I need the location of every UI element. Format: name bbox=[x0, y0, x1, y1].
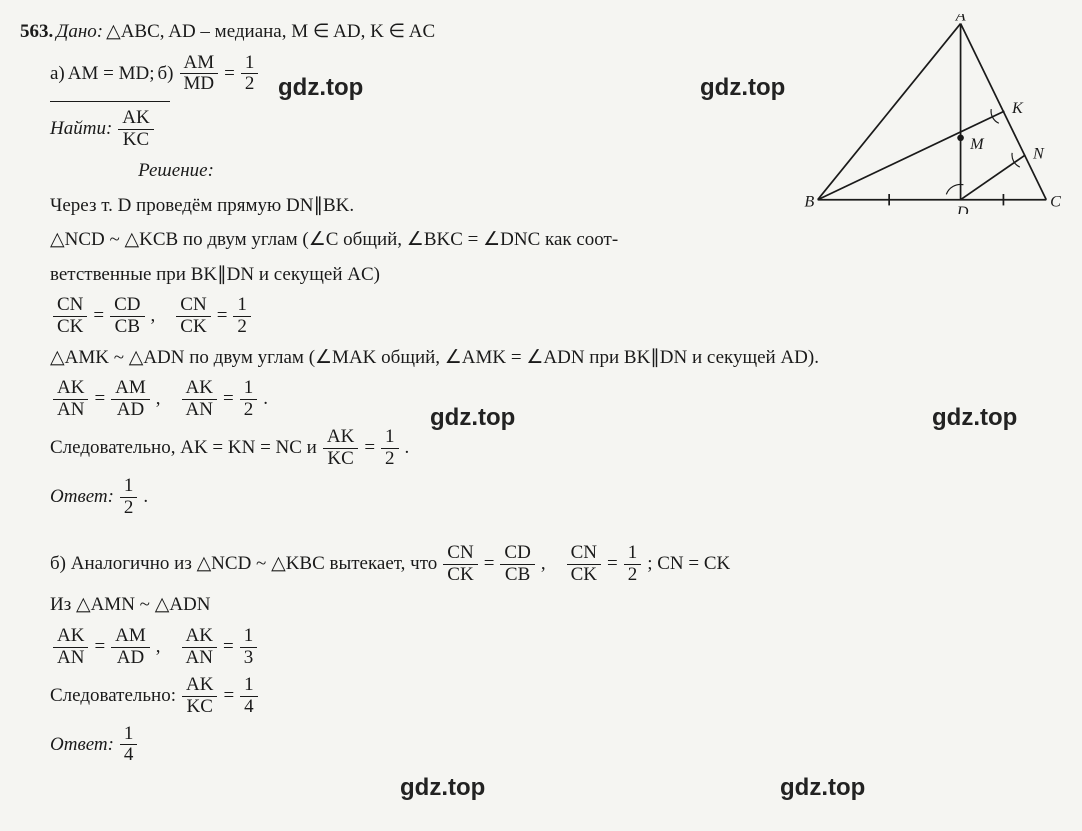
solution-line-2: △NCD ~ △KCB по двум углам (∠C общий, ∠BK… bbox=[50, 226, 800, 255]
answer-label-b: Ответ: bbox=[50, 731, 114, 760]
solution-line-5a: Следовательно, AK = KN = NC и bbox=[50, 434, 317, 463]
given-text: △ABC, AD – медиана, M ∈ AD, K ∈ AC bbox=[106, 18, 435, 47]
solution-label: Решение: bbox=[20, 157, 332, 186]
svg-text:K: K bbox=[1011, 99, 1024, 117]
frac-ak-an-b: AK AN bbox=[53, 626, 88, 669]
comma: , bbox=[541, 550, 546, 579]
svg-text:M: M bbox=[969, 135, 985, 153]
watermark: gdz.top bbox=[278, 70, 363, 106]
watermark: gdz.top bbox=[780, 770, 865, 806]
equals: = bbox=[94, 385, 105, 414]
watermark: gdz.top bbox=[700, 70, 785, 106]
frac-1-3: 1 3 bbox=[240, 626, 258, 669]
watermark: gdz.top bbox=[400, 770, 485, 806]
frac-am-ad: AM AD bbox=[111, 378, 150, 421]
solution-line-3: ветственные при BK∥DN и секущей AC) bbox=[50, 261, 800, 290]
frac-1-2-b: 1 2 bbox=[233, 295, 251, 338]
comma: , bbox=[156, 633, 161, 662]
problem-number: 563. bbox=[20, 18, 53, 47]
equals: = bbox=[224, 60, 235, 89]
frac-cn-ck-b: CN CK bbox=[443, 543, 477, 586]
comma: , bbox=[156, 385, 161, 414]
find-label: Найти: bbox=[50, 115, 112, 144]
part-b-line-1b: ; CN = CK bbox=[647, 550, 730, 579]
answer-label-a: Ответ: bbox=[50, 483, 114, 512]
frac-am-md: AM MD bbox=[180, 53, 219, 96]
frac-ak-kc: AK KC bbox=[118, 108, 153, 151]
part-b-line-1a: б) Аналогично из △NCD ~ △KBC вытекает, ч… bbox=[50, 550, 437, 579]
equals: = bbox=[94, 633, 105, 662]
answer-a-frac: 1 2 bbox=[120, 476, 138, 519]
frac-ak-kc-b: AK KC bbox=[182, 675, 217, 718]
period: . bbox=[263, 385, 268, 414]
given-label: Дано: bbox=[56, 18, 103, 47]
divider bbox=[50, 101, 170, 102]
part-b-line-3: Следовательно: bbox=[50, 682, 176, 711]
svg-text:B: B bbox=[804, 192, 814, 210]
svg-text:N: N bbox=[1032, 145, 1045, 163]
equals: = bbox=[93, 302, 104, 331]
part-a-text: AM = MD; bbox=[68, 60, 155, 89]
solution-line-1: Через т. D проведём прямую DN∥BK. bbox=[50, 192, 800, 221]
svg-text:C: C bbox=[1050, 192, 1061, 210]
svg-text:D: D bbox=[956, 203, 969, 214]
part-a-prefix: а) bbox=[50, 60, 65, 89]
watermark: gdz.top bbox=[932, 400, 1017, 436]
equals: = bbox=[223, 682, 234, 711]
frac-1-2-d: 1 2 bbox=[381, 427, 399, 470]
frac-1-2: 1 2 bbox=[241, 53, 259, 96]
frac-cn-ck: CN CK bbox=[53, 295, 87, 338]
answer-b-frac: 1 4 bbox=[120, 724, 138, 767]
triangle-diagram: A B C D K N M bbox=[802, 14, 1062, 214]
equals: = bbox=[217, 302, 228, 331]
watermark: gdz.top bbox=[430, 400, 515, 436]
period: . bbox=[405, 434, 410, 463]
frac-1-2-c: 1 2 bbox=[240, 378, 258, 421]
comma: , bbox=[151, 302, 156, 331]
frac-am-ad-b: AM AD bbox=[111, 626, 150, 669]
frac-cd-cb: CD CB bbox=[110, 295, 144, 338]
frac-cn-ck-2: CN CK bbox=[176, 295, 210, 338]
frac-cd-cb-b: CD CB bbox=[500, 543, 534, 586]
frac-ak-kc-2: AK KC bbox=[323, 427, 358, 470]
frac-ak-an-2: AK AN bbox=[182, 378, 217, 421]
frac-1-4: 1 4 bbox=[240, 675, 258, 718]
part-b-line-2: Из △AMN ~ △ADN bbox=[50, 591, 1060, 620]
part-b-prefix: б) bbox=[158, 60, 174, 89]
equals: = bbox=[484, 550, 495, 579]
frac-ak-an: AK AN bbox=[53, 378, 88, 421]
frac-1-2-e: 1 2 bbox=[624, 543, 642, 586]
frac-cn-ck-b2: CN CK bbox=[567, 543, 601, 586]
equals: = bbox=[607, 550, 618, 579]
frac-ak-an-b2: AK AN bbox=[182, 626, 217, 669]
solution-line-4: △AMK ~ △ADN по двум углам (∠MAK общий, ∠… bbox=[50, 344, 1060, 373]
equals: = bbox=[223, 633, 234, 662]
period: . bbox=[143, 483, 148, 512]
equals: = bbox=[223, 385, 234, 414]
equals: = bbox=[364, 434, 375, 463]
svg-text:A: A bbox=[955, 14, 966, 25]
